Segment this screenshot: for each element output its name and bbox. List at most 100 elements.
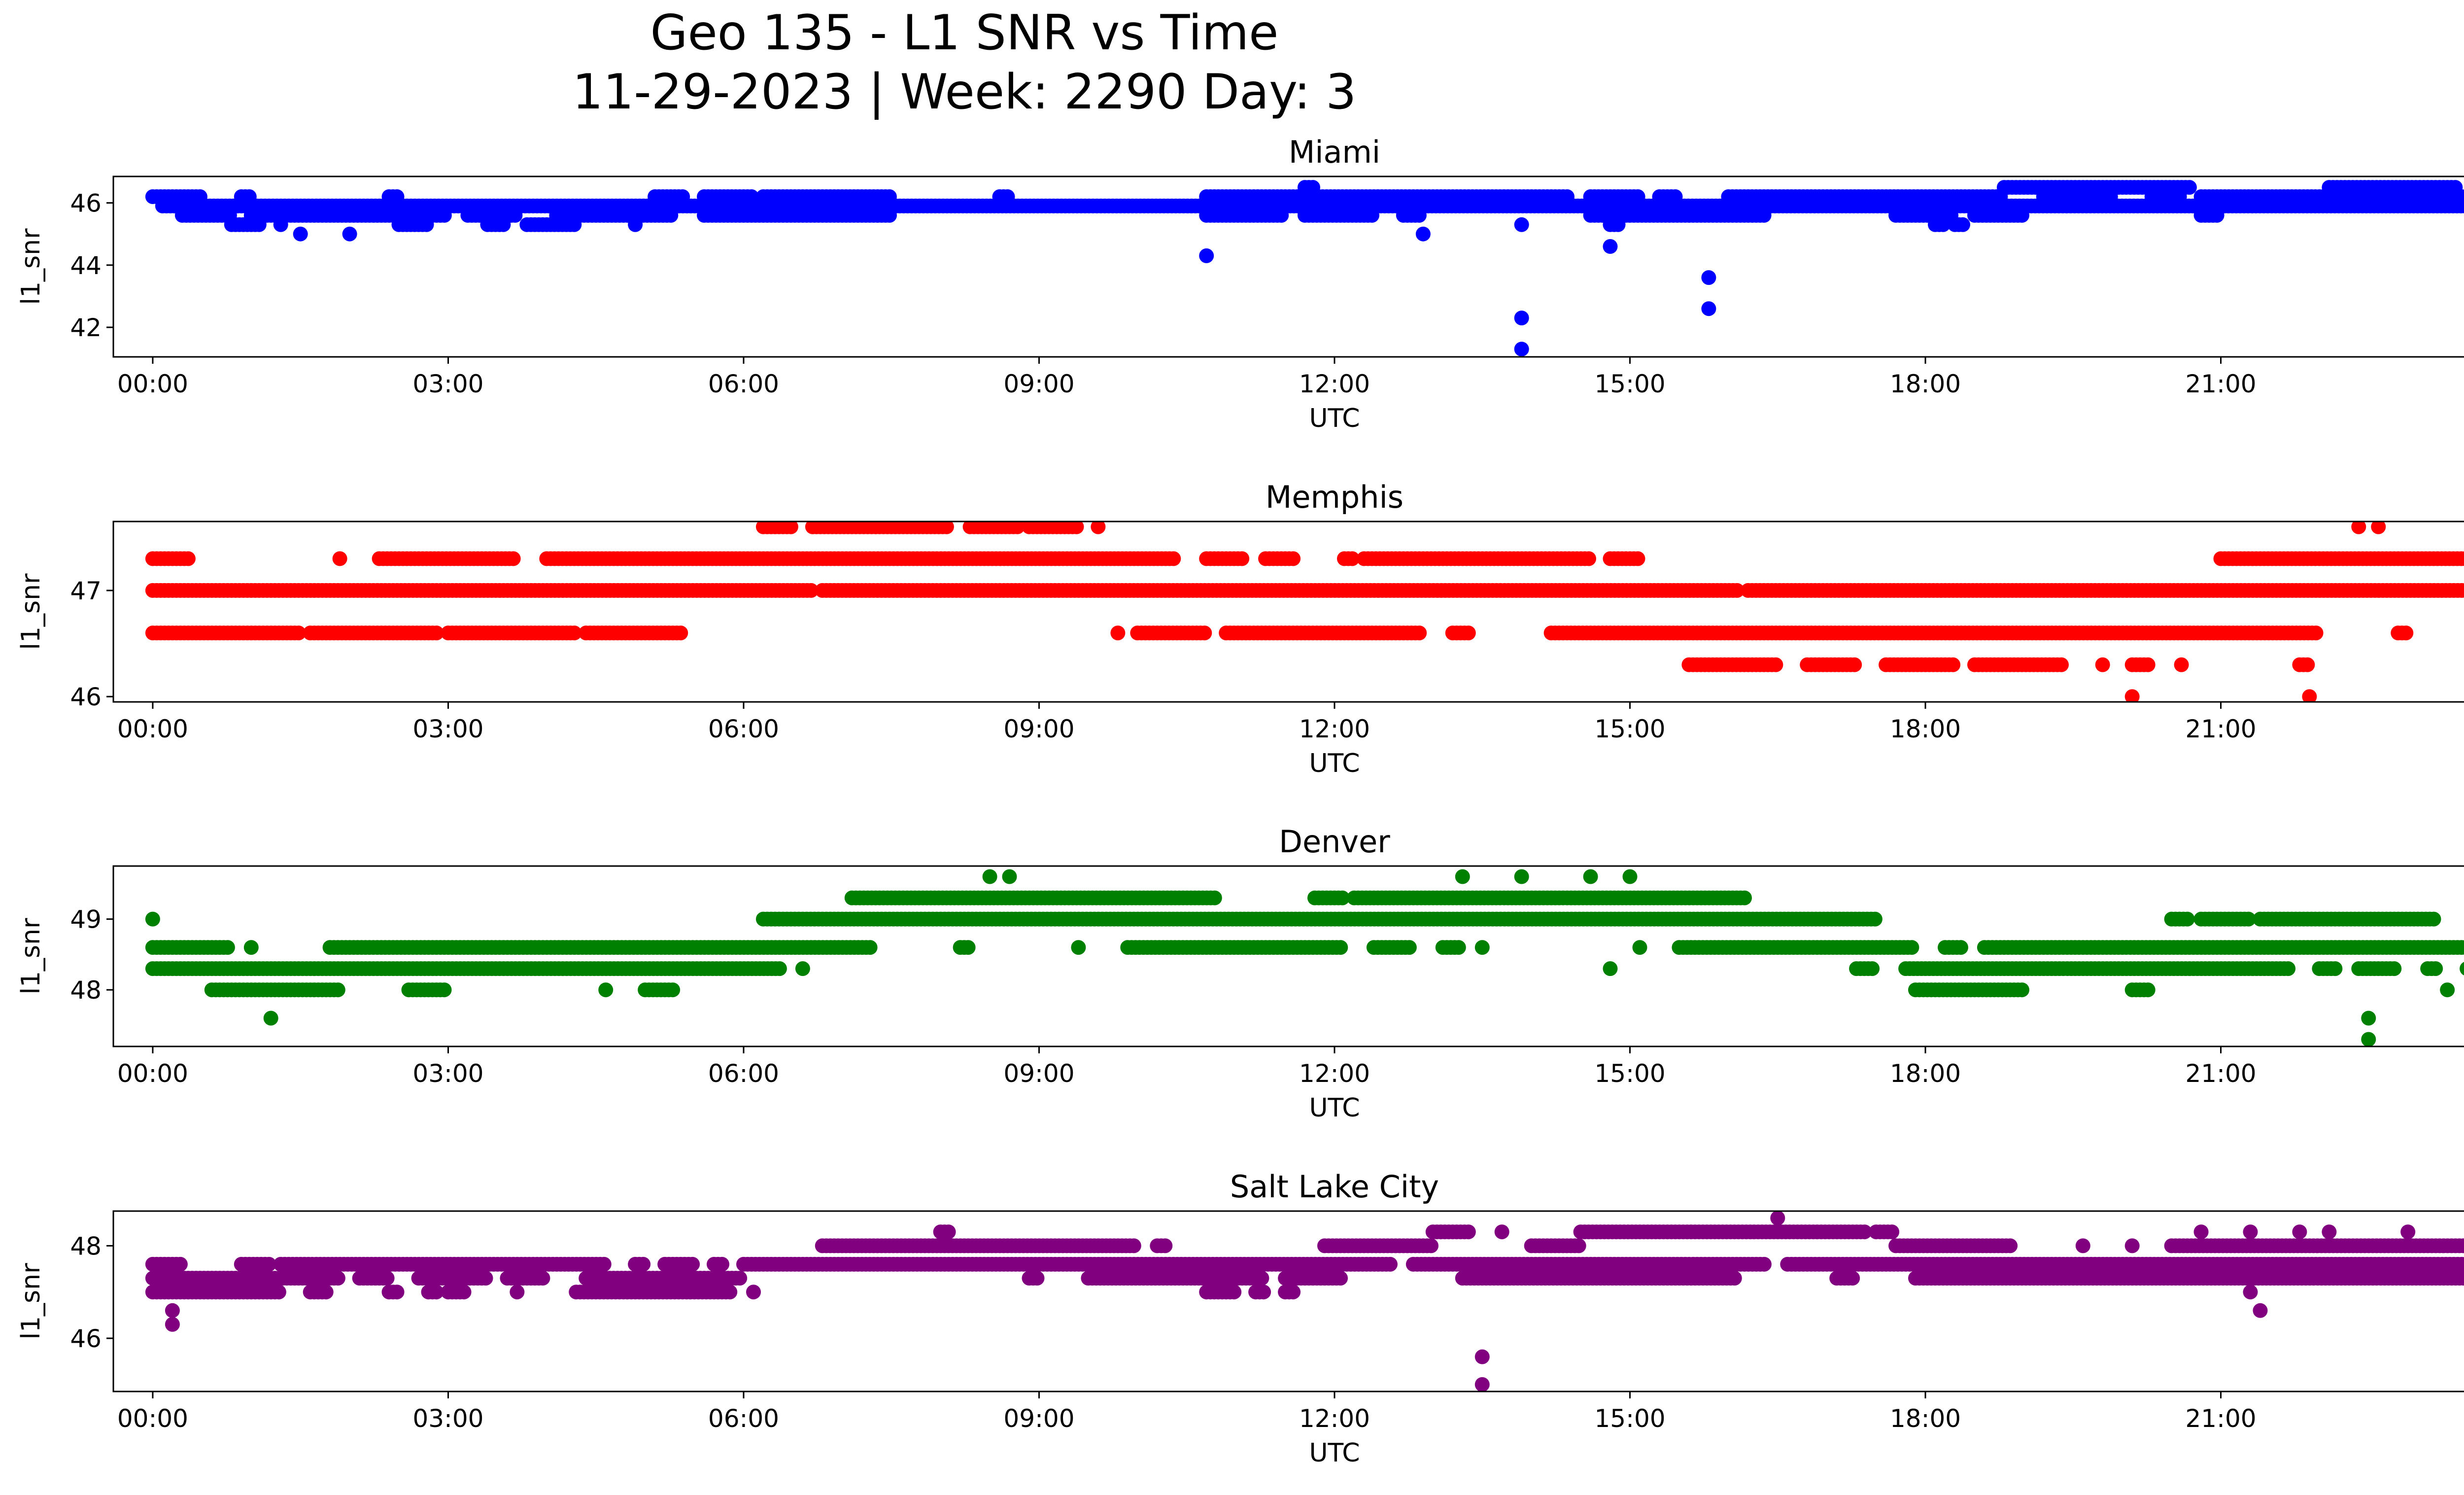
data-point: [1571, 1238, 1586, 1253]
data-point: [2400, 1224, 2416, 1240]
y-tick-label: 42: [70, 313, 102, 342]
data-point: [673, 626, 688, 641]
data-point: [332, 551, 347, 566]
data-point: [2461, 200, 2464, 212]
data-point: [1199, 248, 1214, 263]
data-point: [2361, 1010, 2376, 1026]
data-point: [429, 626, 444, 641]
y-tick-label: 49: [70, 905, 102, 934]
data-point: [1955, 217, 1970, 232]
data-point: [180, 551, 196, 566]
data-point: [2361, 1032, 2376, 1046]
data-point: [293, 226, 308, 242]
data-point: [567, 217, 582, 232]
data-point: [220, 940, 235, 955]
x-tick-label: 21:00: [2186, 1059, 2257, 1088]
y-axis-label: l1_snr: [16, 228, 46, 305]
data-point: [2003, 1238, 2018, 1253]
data-point: [506, 551, 521, 566]
data-point: [273, 217, 288, 232]
data-point: [1867, 911, 1882, 927]
x-tick-label: 09:00: [1003, 1059, 1074, 1088]
data-point: [2440, 982, 2455, 998]
data-point: [2398, 626, 2414, 641]
data-point: [2462, 553, 2464, 564]
data-point: [291, 626, 306, 641]
data-point: [261, 1256, 276, 1272]
data-point: [2292, 1224, 2307, 1240]
data-point: [1583, 869, 1598, 884]
x-tick-label: 09:00: [1003, 715, 1074, 743]
data-point: [1207, 890, 1222, 905]
data-point: [2075, 1238, 2090, 1253]
data-point: [628, 217, 643, 232]
data-point: [263, 1010, 278, 1026]
data-point: [2322, 1224, 2337, 1240]
data-point: [1474, 940, 1490, 955]
data-point: [2015, 982, 2029, 998]
data-point: [2302, 689, 2317, 702]
data-point: [2458, 551, 2464, 566]
data-point: [803, 583, 819, 598]
data-point: [1455, 869, 1470, 884]
data-point: [437, 982, 452, 998]
x-axis-label: UTC: [1309, 404, 1360, 433]
data-point: [2327, 961, 2343, 976]
data-point: [1461, 1224, 1476, 1240]
x-tick-label: 00:00: [117, 715, 188, 743]
data-point: [941, 1224, 956, 1240]
data-point: [1333, 940, 1348, 955]
data-point: [251, 217, 267, 232]
data-point: [1756, 208, 1772, 223]
data-point: [2387, 961, 2402, 976]
subplot-title: Miami: [1289, 134, 1380, 170]
data-series: [145, 1211, 2464, 1391]
data-point: [1415, 226, 1431, 242]
data-point: [783, 522, 798, 534]
x-tick-label: 18:00: [1890, 370, 1961, 398]
data-point: [1936, 217, 1951, 232]
data-point: [1514, 342, 1529, 357]
x-tick-label: 03:00: [412, 715, 483, 743]
data-point: [2241, 911, 2256, 927]
data-point: [1234, 551, 1250, 566]
y-axis-label: l1_snr: [16, 573, 46, 650]
data-point: [1603, 239, 1618, 254]
data-series: [145, 180, 2464, 357]
x-tick-label: 21:00: [2186, 370, 2257, 398]
x-axis-label: UTC: [1309, 749, 1360, 778]
data-point: [1069, 522, 1084, 534]
y-tick-label: 48: [70, 976, 102, 1005]
data-point: [1071, 940, 1086, 955]
figure-title-line2: 11-29-2023 | Week: 2290 Day: 3: [573, 64, 1357, 120]
data-point: [342, 226, 357, 242]
data-point: [2300, 657, 2315, 672]
data-point: [1857, 1224, 1872, 1240]
x-tick-label: 09:00: [1003, 370, 1074, 398]
data-point: [2462, 586, 2464, 595]
data-point: [1345, 551, 1360, 566]
data-point: [1091, 522, 1106, 534]
data-series: [145, 522, 2464, 702]
y-tick-label: 46: [70, 189, 102, 218]
data-point: [598, 982, 614, 998]
data-point: [1166, 551, 1181, 566]
y-tick-label: 44: [70, 251, 102, 280]
data-point: [1946, 657, 1961, 672]
data-point: [862, 940, 878, 955]
data-point: [1865, 961, 1880, 976]
x-tick-label: 03:00: [412, 370, 483, 398]
x-tick-label: 03:00: [412, 1059, 483, 1088]
data-point: [2460, 962, 2464, 975]
x-tick-label: 00:00: [117, 370, 188, 398]
data-point: [1603, 961, 1618, 976]
data-point: [1286, 551, 1301, 566]
data-point: [437, 208, 452, 223]
x-tick-label: 06:00: [708, 1059, 779, 1088]
data-point: [1514, 311, 1529, 326]
figure-title-line1: Geo 135 - L1 SNR vs Time: [650, 5, 1279, 61]
data-point: [882, 208, 897, 223]
x-tick-label: 12:00: [1299, 715, 1370, 743]
